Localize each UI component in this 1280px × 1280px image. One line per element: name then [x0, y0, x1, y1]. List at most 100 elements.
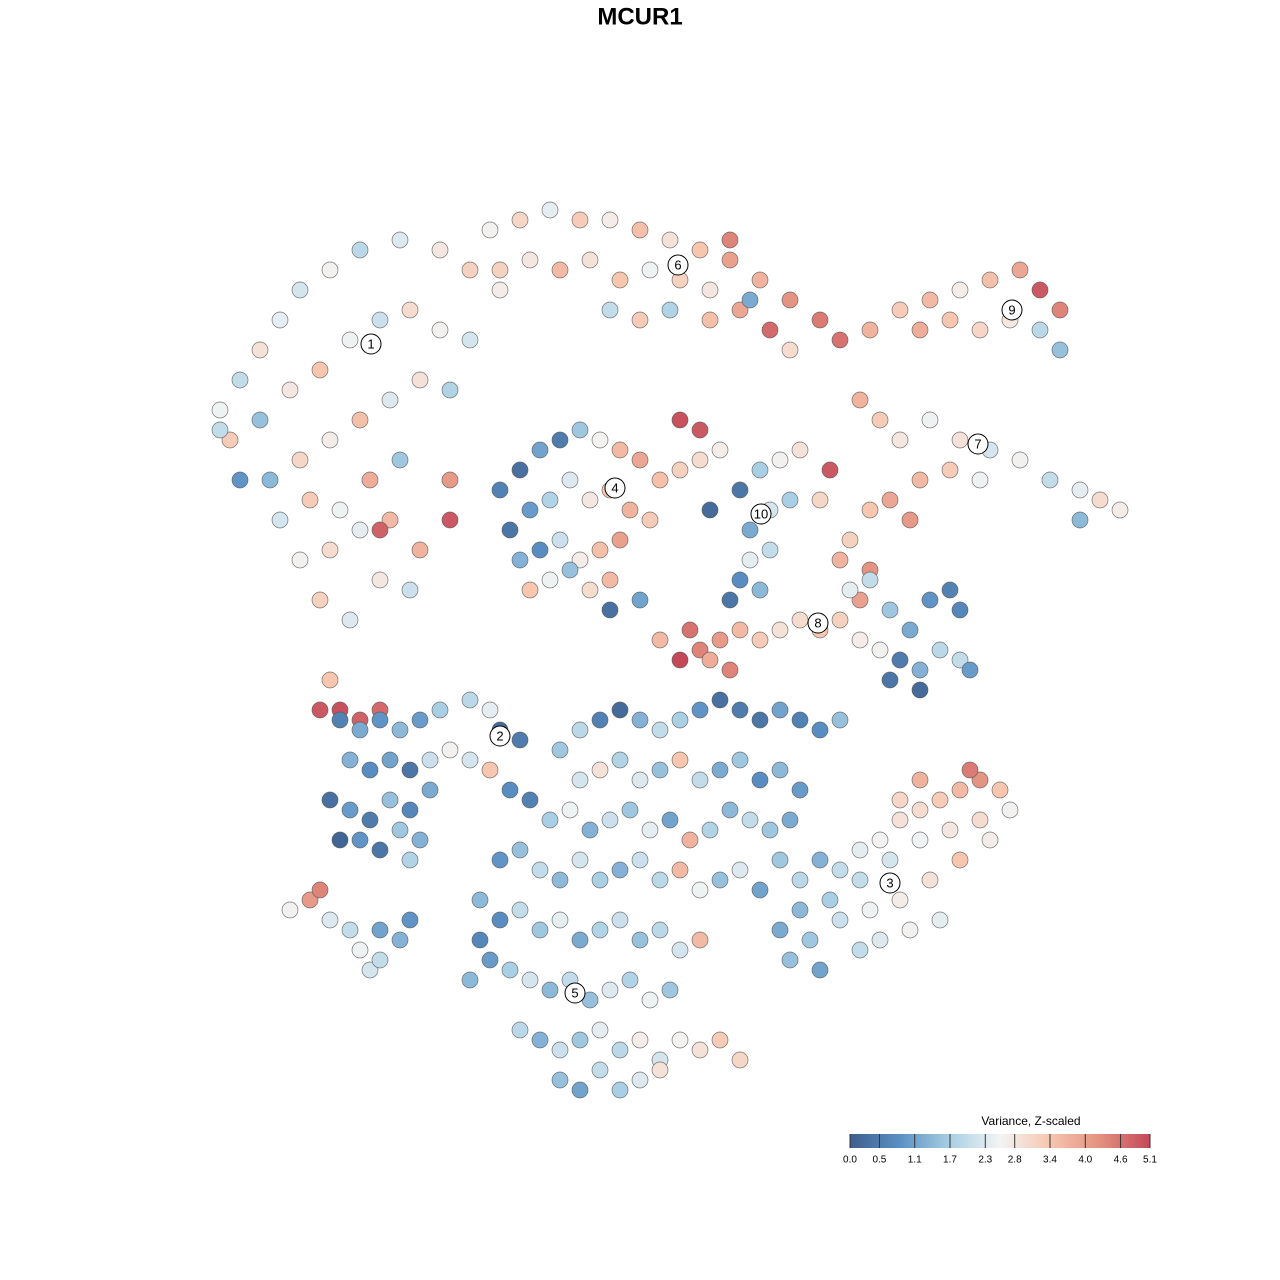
point — [271, 311, 289, 329]
point — [741, 521, 759, 539]
point — [401, 761, 419, 779]
point — [341, 921, 359, 939]
point — [741, 291, 759, 309]
point — [711, 871, 729, 889]
point — [561, 801, 579, 819]
cluster-label: 6 — [674, 257, 681, 272]
point — [871, 831, 889, 849]
point — [511, 1021, 529, 1039]
point — [901, 921, 919, 939]
point — [531, 441, 549, 459]
point — [1071, 481, 1089, 499]
point — [521, 501, 539, 519]
point — [811, 851, 829, 869]
point — [621, 801, 639, 819]
point — [571, 211, 589, 229]
point — [391, 451, 409, 469]
point — [371, 711, 389, 729]
point — [951, 781, 969, 799]
point — [791, 901, 809, 919]
point — [911, 801, 929, 819]
point — [561, 471, 579, 489]
point — [581, 581, 599, 599]
point — [551, 431, 569, 449]
point — [901, 511, 919, 529]
point — [551, 871, 569, 889]
point — [231, 471, 249, 489]
point — [721, 661, 739, 679]
point — [301, 491, 319, 509]
point — [321, 431, 339, 449]
point — [591, 431, 609, 449]
point — [331, 831, 349, 849]
point — [481, 221, 499, 239]
point — [641, 821, 659, 839]
point — [461, 971, 479, 989]
point — [921, 871, 939, 889]
cluster-label-badge — [489, 725, 511, 747]
point — [371, 521, 389, 539]
point — [421, 751, 439, 769]
point — [331, 501, 349, 519]
point — [651, 631, 669, 649]
point — [1051, 301, 1069, 319]
point — [831, 711, 849, 729]
point — [691, 641, 709, 659]
point — [551, 911, 569, 929]
point — [541, 981, 559, 999]
point — [461, 331, 479, 349]
point — [651, 871, 669, 889]
point — [641, 261, 659, 279]
point — [381, 751, 399, 769]
point — [441, 381, 459, 399]
point — [411, 541, 429, 559]
colorbar-tick-label: 2.8 — [1008, 1155, 1022, 1166]
point — [761, 541, 779, 559]
cluster-label: 3 — [886, 875, 893, 890]
point — [551, 1071, 569, 1089]
point — [261, 471, 279, 489]
point — [631, 771, 649, 789]
point — [501, 961, 519, 979]
point — [951, 431, 969, 449]
point — [311, 591, 329, 609]
cluster-label: 1 — [367, 336, 374, 351]
cluster-label: 8 — [814, 615, 821, 630]
point — [531, 1031, 549, 1049]
point — [851, 941, 869, 959]
point — [571, 851, 589, 869]
point — [1011, 451, 1029, 469]
point — [841, 531, 859, 549]
point — [551, 531, 569, 549]
point — [361, 811, 379, 829]
point — [751, 771, 769, 789]
point — [821, 891, 839, 909]
point — [771, 921, 789, 939]
point — [511, 841, 529, 859]
point — [831, 911, 849, 929]
point — [291, 451, 309, 469]
point — [341, 751, 359, 769]
colorbar-tick-label: 1.7 — [943, 1155, 957, 1166]
point — [761, 821, 779, 839]
point — [311, 881, 329, 899]
point — [401, 801, 419, 819]
point — [391, 931, 409, 949]
point — [941, 821, 959, 839]
point — [851, 841, 869, 859]
point — [651, 921, 669, 939]
point — [621, 971, 639, 989]
point — [911, 471, 929, 489]
point — [611, 751, 629, 769]
point — [381, 791, 399, 809]
point — [781, 341, 799, 359]
point — [351, 721, 369, 739]
point — [591, 921, 609, 939]
point — [691, 451, 709, 469]
point — [631, 1071, 649, 1089]
point — [411, 371, 429, 389]
point — [741, 811, 759, 829]
point — [321, 911, 339, 929]
point — [521, 971, 539, 989]
point — [631, 221, 649, 239]
